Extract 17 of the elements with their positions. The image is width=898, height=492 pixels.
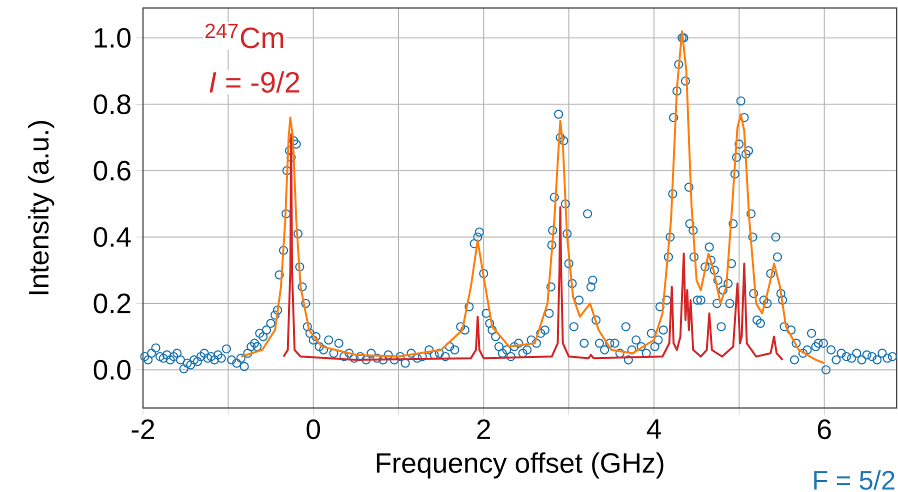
x-tick-label: 4 [646, 419, 661, 439]
y-tick-label: 0.2 [94, 294, 130, 314]
line-series [282, 133, 784, 361]
x-tick-label: 0 [306, 419, 320, 440]
text: F = 5/2 [814, 470, 894, 490]
x-axis-title: Frequency offset (GHz) [376, 452, 664, 478]
x-tick-label: -2 [132, 419, 154, 439]
y-axis-title: Intensity (a.u.) [28, 121, 54, 294]
y-tick-label: 0.6 [94, 160, 130, 181]
x-tick-label: 6 [818, 419, 831, 440]
y-tick-label: 0.8 [94, 94, 130, 114]
annotation: $^{247}$Cm [205, 24, 284, 48]
y-tick-label: 1.0 [94, 28, 131, 48]
y-tick-label: 0.4 [94, 227, 131, 247]
annotation: I = -9/2 [210, 71, 300, 93]
y-tick-label: 0.0 [94, 360, 131, 380]
x-tick-label: 2 [477, 419, 490, 439]
